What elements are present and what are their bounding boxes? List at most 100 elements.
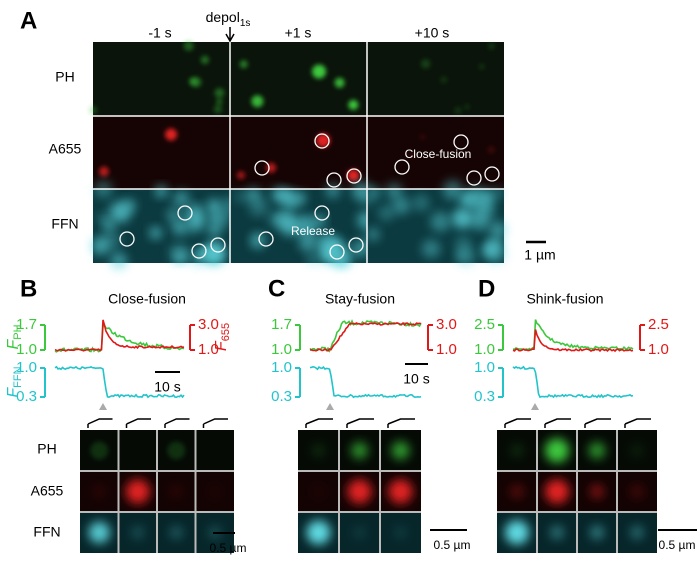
axis-subscript: PH <box>12 324 24 339</box>
highlight-circle <box>346 168 362 184</box>
image-spot <box>279 214 301 236</box>
image-content <box>393 525 408 540</box>
highlight-circle <box>314 205 330 221</box>
image-tile <box>93 116 230 190</box>
image-content <box>359 180 507 267</box>
image-tile <box>230 42 367 116</box>
image-spot <box>169 484 184 499</box>
image-spot <box>216 98 223 106</box>
image-spot <box>89 106 97 115</box>
image-spot <box>235 191 247 203</box>
image-spot <box>545 479 569 504</box>
image-spot <box>589 525 605 540</box>
image-spot <box>271 187 287 203</box>
image-spot <box>464 104 470 110</box>
axis-symbol: F <box>5 339 22 350</box>
image-spot <box>459 194 472 207</box>
panel-label: C <box>268 275 285 302</box>
bracket <box>164 418 190 428</box>
image-spot <box>110 252 128 270</box>
image-spot <box>207 484 222 499</box>
image-content <box>505 520 529 545</box>
image-spot <box>420 134 426 140</box>
image-spot <box>325 183 340 198</box>
image-spot <box>466 186 488 208</box>
tick-label: 0.3 <box>16 388 37 405</box>
image-spot <box>629 525 645 540</box>
image-spot <box>306 252 320 266</box>
trace <box>512 319 634 352</box>
image-spot <box>295 213 317 236</box>
axis-symbol: F <box>5 387 22 398</box>
image-spot <box>316 133 331 148</box>
bracket <box>504 418 531 428</box>
axis-subscript: FFN <box>12 366 24 387</box>
image-spot <box>629 484 645 499</box>
bracket <box>584 418 611 428</box>
trace <box>512 329 634 353</box>
highlight-circle <box>484 166 500 182</box>
image-content <box>169 525 184 540</box>
annotation: Close-fusion <box>405 147 472 161</box>
image-spot <box>173 190 190 208</box>
image-content <box>167 441 186 460</box>
image-spot <box>169 243 190 264</box>
image-content <box>347 479 372 504</box>
panel-label: A <box>20 7 37 34</box>
image-content <box>589 484 605 499</box>
highlight-circle <box>210 237 226 253</box>
image-tile <box>93 42 230 116</box>
highlight-circle <box>326 172 342 188</box>
tick-label: 1.0 <box>474 341 495 358</box>
highlight-circle <box>453 134 469 150</box>
image-spot <box>588 442 606 459</box>
image-spot <box>207 223 222 238</box>
image-spot <box>487 146 495 154</box>
image-spot <box>347 479 372 504</box>
image-spot <box>251 95 264 108</box>
bracket <box>544 418 571 428</box>
image-tile <box>367 42 504 116</box>
image-spot <box>505 520 529 545</box>
image-content <box>306 520 331 545</box>
image-spot <box>149 226 162 240</box>
image-spot <box>213 105 223 114</box>
image-tile <box>195 430 234 471</box>
scale-bar-label: 0.5 µm <box>434 538 471 552</box>
image-content <box>545 479 569 504</box>
image-content <box>239 60 359 110</box>
tick-label: 1.7 <box>16 316 37 333</box>
bracket <box>202 418 228 428</box>
image-spot <box>98 166 109 177</box>
image-spot <box>190 250 207 267</box>
image-spot <box>393 525 408 540</box>
image-content <box>125 479 150 504</box>
image-spot <box>412 194 430 212</box>
time-bar-label: 10 s <box>403 371 429 387</box>
bracket <box>87 418 113 428</box>
image-spot <box>312 64 327 79</box>
image-spot <box>334 77 345 88</box>
highlight-circle <box>466 170 482 186</box>
stimulus-marker <box>326 403 334 410</box>
bracket <box>305 418 333 428</box>
panel-b: B Close-fusion1.71.03.01.01.00.3FPHF655FF… <box>5 275 246 555</box>
image-spot <box>509 443 525 458</box>
tick-label: 0.3 <box>474 388 495 405</box>
image-spot <box>489 220 507 239</box>
column-header: +1 s <box>285 25 312 41</box>
image-content <box>549 525 565 540</box>
tick-label: 2.5 <box>474 316 495 333</box>
image-spot <box>589 484 605 499</box>
image-content <box>589 525 605 540</box>
stimulus-arrow <box>225 27 235 43</box>
trace <box>309 321 422 352</box>
stimulus-marker <box>99 403 107 410</box>
image-spot <box>191 77 202 88</box>
scale-bar-label: 1 µm <box>524 247 555 263</box>
tick-label: 1.0 <box>436 341 457 358</box>
highlight-circle <box>191 243 207 259</box>
axis-label: FFFN <box>5 366 24 397</box>
